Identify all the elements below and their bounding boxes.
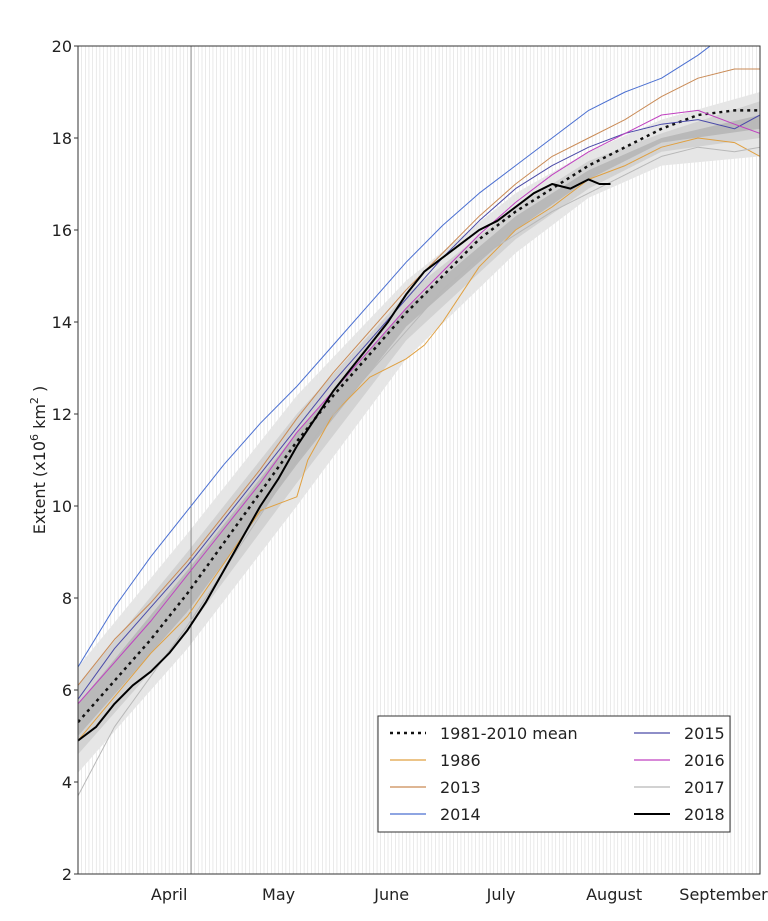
legend-label: 1986 bbox=[440, 751, 481, 770]
legend-label: 2013 bbox=[440, 778, 481, 797]
series-lines bbox=[78, 46, 760, 797]
y-axis-label-exponent: 6 bbox=[28, 434, 41, 441]
y-tick-label: 16 bbox=[52, 221, 72, 240]
y-tick-label: 12 bbox=[52, 405, 72, 424]
y-tick-label: 20 bbox=[52, 37, 72, 56]
series-line-2016 bbox=[78, 109, 760, 705]
legend-label: 2018 bbox=[684, 805, 725, 824]
plot-frame bbox=[77, 45, 761, 875]
y-axis-label-unit: km bbox=[30, 404, 49, 434]
x-tick-label: May bbox=[262, 885, 295, 904]
y-tick-label: 10 bbox=[52, 497, 72, 516]
x-tick-label: June bbox=[373, 885, 409, 904]
legend: 1981-2010 mean 1986 2013 2014 2015 2016 2017 20… bbox=[377, 715, 731, 833]
series-line-2018 bbox=[78, 178, 611, 742]
x-axis: April May June July August September bbox=[151, 885, 768, 904]
y-tick-label: 14 bbox=[52, 313, 72, 332]
legend-box bbox=[377, 715, 731, 833]
y-axis-label-close: ) bbox=[30, 386, 49, 397]
y-tick-label: 2 bbox=[62, 865, 72, 884]
series-line-2014 bbox=[78, 46, 711, 668]
legend-label: 2017 bbox=[684, 778, 725, 797]
x-tick-label: July bbox=[486, 885, 516, 904]
series-line-1986 bbox=[78, 137, 760, 741]
y-axis-label-unit-exponent: 2 bbox=[28, 397, 41, 404]
legend-label: 2014 bbox=[440, 805, 481, 824]
y-axis-label-main: Extent (x10 bbox=[30, 441, 49, 534]
legend-label: 2015 bbox=[684, 724, 725, 743]
legend-label: 1981-2010 mean bbox=[440, 724, 578, 743]
series-line-1981-2010-mean bbox=[78, 109, 760, 724]
y-tick-label: 6 bbox=[62, 681, 72, 700]
x-tick-label: September bbox=[679, 885, 768, 904]
legend-label: 2016 bbox=[684, 751, 725, 770]
y-axis-label: Extent (x106 km2 ) bbox=[28, 386, 49, 535]
percentile-bands bbox=[78, 92, 760, 773]
series-line-2015 bbox=[78, 114, 760, 700]
y-tick-label: 8 bbox=[62, 589, 72, 608]
band-range bbox=[78, 92, 760, 773]
y-tick-label: 18 bbox=[52, 129, 72, 148]
y-tick-label: 4 bbox=[62, 773, 72, 792]
x-tick-label: April bbox=[151, 885, 188, 904]
series-line-2017 bbox=[78, 146, 760, 797]
x-tick-label: August bbox=[586, 885, 642, 904]
y-axis: 2 4 6 8 10 12 14 16 18 20 bbox=[52, 37, 78, 884]
